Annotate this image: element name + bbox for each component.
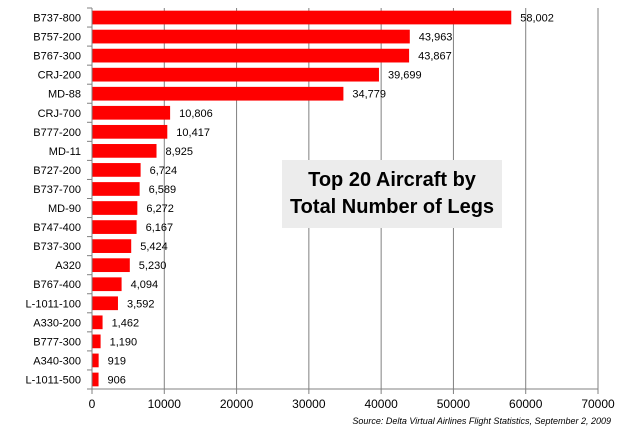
x-tick-label-2: 20000: [220, 397, 254, 411]
category-label-10: MD-90: [48, 203, 81, 215]
value-label-11: 6,167: [146, 222, 174, 234]
x-tick-label-0: 0: [89, 397, 96, 411]
category-label-9: B737-700: [33, 184, 81, 196]
category-label-18: A340-300: [33, 355, 81, 367]
value-label-2: 43,867: [418, 51, 452, 63]
chart-source-note: Source: Delta Virtual Airlines Flight St…: [352, 416, 611, 426]
x-tick-label-5: 50000: [437, 397, 471, 411]
bar-16: [92, 315, 103, 330]
category-label-11: B747-400: [33, 222, 81, 234]
value-label-15: 3,592: [127, 298, 155, 310]
chart-title-line-1: Top 20 Aircraft by: [308, 169, 476, 191]
category-label-7: MD-11: [49, 146, 81, 158]
bar-19: [92, 372, 99, 387]
value-label-7: 8,925: [166, 146, 194, 158]
bar-12: [92, 239, 132, 253]
value-label-8: 6,724: [150, 165, 178, 177]
bar-0: [92, 10, 512, 25]
x-tick-label-4: 40000: [364, 397, 398, 411]
value-label-6: 10,417: [176, 127, 210, 139]
category-label-4: MD-88: [48, 89, 81, 101]
bar-8: [92, 163, 141, 177]
category-label-14: B767-400: [33, 279, 81, 291]
category-label-3: CRJ-200: [38, 70, 81, 82]
category-label-6: B777-200: [33, 127, 81, 139]
category-label-5: CRJ-700: [38, 108, 81, 120]
bar-7: [92, 144, 157, 158]
bar-13: [92, 258, 130, 273]
value-label-18: 919: [108, 355, 126, 367]
bar-10: [92, 201, 138, 215]
bar-1: [92, 29, 410, 44]
category-label-16: A330-200: [33, 317, 81, 329]
value-label-3: 39,699: [388, 70, 422, 82]
category-label-13: A320: [55, 260, 81, 272]
value-label-5: 10,806: [179, 108, 213, 120]
bar-9: [92, 182, 140, 196]
x-tick-label-1: 10000: [148, 397, 182, 411]
value-label-1: 43,963: [419, 32, 453, 44]
value-label-17: 1,190: [110, 336, 138, 348]
bar-5: [92, 105, 171, 120]
category-label-8: B727-200: [33, 165, 81, 177]
value-label-10: 6,272: [146, 203, 174, 215]
bar-17: [92, 334, 101, 349]
bar-15: [92, 296, 118, 311]
category-label-19: L-1011-500: [26, 374, 81, 386]
category-label-1: B757-200: [33, 32, 81, 44]
bar-18: [92, 353, 99, 368]
bar-2: [92, 48, 410, 63]
value-label-9: 6,589: [149, 184, 177, 196]
bar-4: [92, 86, 344, 101]
value-label-16: 1,462: [112, 317, 140, 329]
chart-title-line-2: Total Number of Legs: [289, 196, 495, 218]
chart-title: Top 20 Aircraft by Total Number of Legs: [282, 160, 502, 228]
value-label-14: 4,094: [131, 279, 159, 291]
category-label-15: L-1011-100: [26, 298, 81, 310]
x-tick-label-3: 30000: [292, 397, 326, 411]
value-label-13: 5,230: [139, 260, 167, 272]
bar-11: [92, 220, 137, 234]
category-label-2: B767-300: [33, 51, 81, 63]
x-tick-label-6: 60000: [509, 397, 543, 411]
category-label-0: B737-800: [33, 13, 81, 25]
x-tick-label-7: 70000: [581, 397, 615, 411]
bar-3: [92, 67, 379, 82]
value-label-4: 34,779: [352, 89, 386, 101]
bar-14: [92, 277, 122, 292]
category-label-17: B777-300: [33, 336, 81, 348]
value-label-0: 58,002: [520, 13, 554, 25]
bar-6: [92, 124, 168, 139]
value-label-19: 906: [108, 374, 126, 386]
value-label-12: 5,424: [140, 241, 168, 253]
category-label-12: B737-300: [33, 241, 81, 253]
